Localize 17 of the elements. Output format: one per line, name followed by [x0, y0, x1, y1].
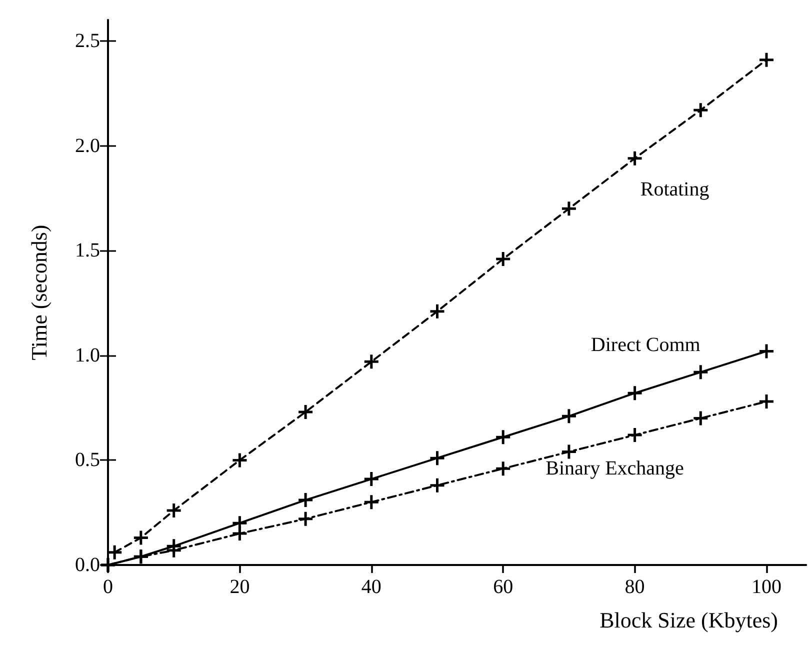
series-label: Binary Exchange: [546, 457, 684, 480]
x-tick-label: 100: [751, 576, 782, 598]
x-tick-label: 40: [361, 576, 382, 598]
x-tick-label: 80: [624, 576, 645, 598]
y-tick-label: 0.0: [75, 554, 100, 576]
series-label: Rotating: [640, 178, 710, 201]
y-tick-label: 2.0: [75, 134, 100, 157]
y-tick-label: 1.0: [75, 344, 100, 366]
y-axis-title: Time (seconds): [26, 224, 52, 360]
x-tick-label: 20: [230, 576, 250, 598]
x-tick-label: 0: [103, 576, 113, 598]
x-axis-title: Block Size (Kbytes): [600, 608, 778, 632]
y-tick-label: 1.5: [75, 240, 100, 262]
series-label: Direct Comm: [590, 334, 701, 356]
y-tick-label: 0.5: [75, 449, 100, 472]
x-tick-label: 60: [493, 576, 514, 598]
y-tick-label: 2.5: [75, 30, 100, 52]
